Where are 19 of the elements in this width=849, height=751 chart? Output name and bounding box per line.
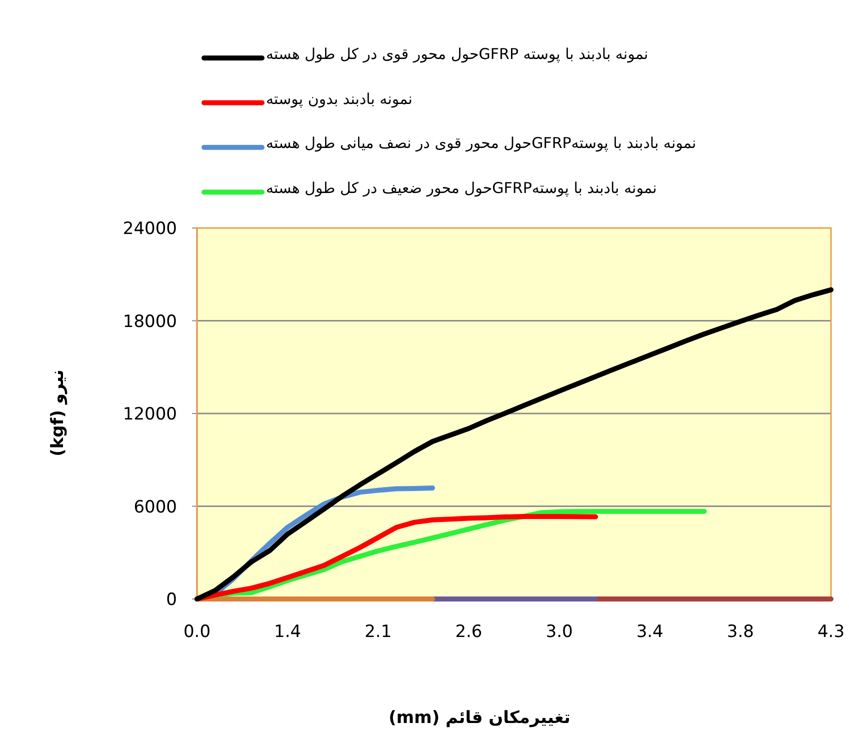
- x-tick-label: 3.0: [546, 622, 573, 642]
- x-tick-label: 2.1: [364, 622, 392, 642]
- legend-label: نمونه بادبند با پوسته GFRPحول محور قوی در کل طول هسته: [266, 45, 648, 63]
- y-tick-label: 0: [166, 590, 177, 610]
- x-tick-label: 1.4: [274, 622, 302, 642]
- legend-label: نمونه بادبند با پوستهGFRPحول محور ضعیف در کل طول هسته: [266, 179, 657, 198]
- legend-label: نمونه بادبند با پوستهGFRPحول محور قوی در نصف میانی طول هسته: [266, 134, 696, 152]
- x-axis-title: تغییرمکان قائم (mm): [388, 708, 572, 728]
- x-tick-label: 3.8: [726, 622, 754, 642]
- y-tick-label: 12000: [122, 404, 177, 424]
- x-tick-label: 0.0: [183, 622, 211, 642]
- y-tick-label: 6000: [134, 497, 177, 518]
- y-tick-label: 18000: [122, 312, 177, 332]
- y-tick-label: 24000: [122, 219, 177, 239]
- x-tick-label: 3.4: [636, 622, 664, 642]
- y-axis-title: نیرو (kgf): [48, 370, 68, 456]
- legend-label: نمونه بادبند بدون پوسته: [266, 90, 412, 108]
- x-tick-label: 2.6: [455, 622, 482, 642]
- x-tick-label: 4.3: [817, 622, 845, 642]
